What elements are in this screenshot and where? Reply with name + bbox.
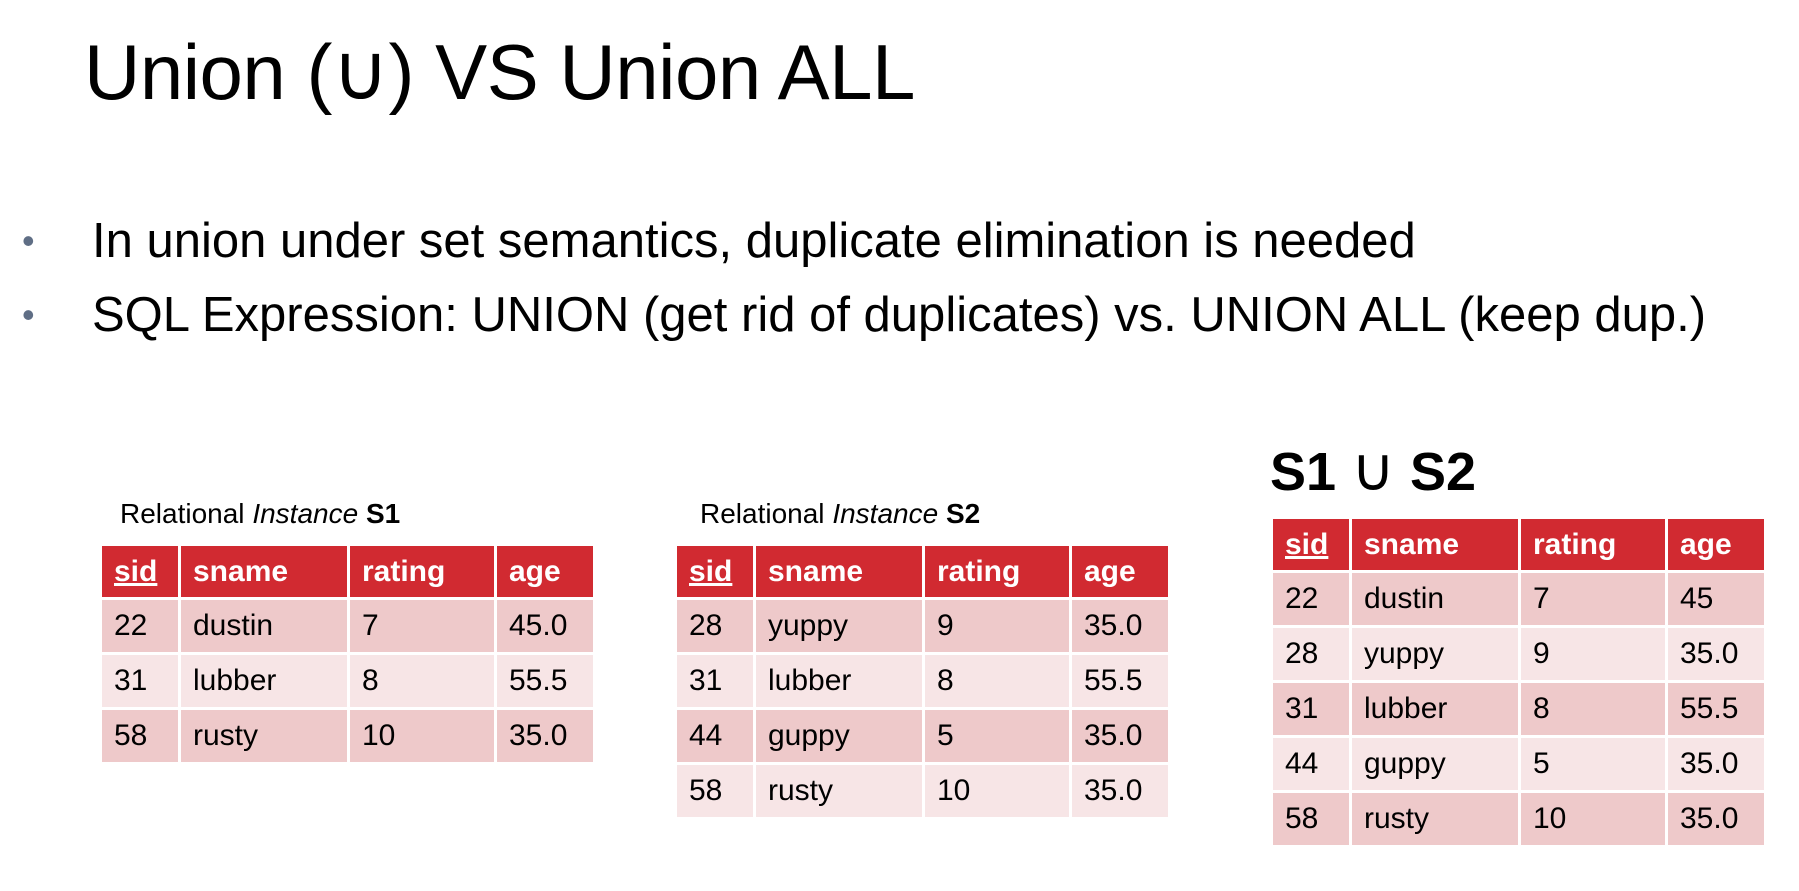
cell-sname: yuppy bbox=[1352, 628, 1518, 680]
column-header-sid: sid bbox=[1273, 519, 1349, 570]
column-header-sid: sid bbox=[102, 546, 178, 597]
cell-age: 55.5 bbox=[497, 655, 593, 707]
caption-prefix: Relational bbox=[700, 498, 833, 529]
column-header-age: age bbox=[1668, 519, 1764, 570]
union-title: S1 ∪ S2 bbox=[1270, 440, 1650, 503]
slide-title: Union (∪) VS Union ALL bbox=[84, 28, 915, 116]
table-row: 22 dustin 7 45.0 bbox=[102, 600, 593, 652]
cell-age: 45 bbox=[1668, 573, 1764, 625]
cell-sid: 28 bbox=[677, 600, 753, 652]
table-header-row: sid sname rating age bbox=[677, 546, 1168, 597]
cell-sname: rusty bbox=[1352, 793, 1518, 845]
column-header-sname: sname bbox=[756, 546, 922, 597]
table-row: 44 guppy 5 35.0 bbox=[1273, 738, 1764, 790]
cell-age: 35.0 bbox=[1072, 765, 1168, 817]
cell-sid: 31 bbox=[677, 655, 753, 707]
cell-rating: 5 bbox=[925, 710, 1069, 762]
cell-sid: 44 bbox=[1273, 738, 1349, 790]
cell-age: 45.0 bbox=[497, 600, 593, 652]
union-title-right: S2 bbox=[1394, 442, 1477, 502]
cell-sname: lubber bbox=[1352, 683, 1518, 735]
cell-sname: rusty bbox=[756, 765, 922, 817]
column-header-rating: rating bbox=[350, 546, 494, 597]
column-header-rating: rating bbox=[1521, 519, 1665, 570]
cell-age: 35.0 bbox=[1072, 710, 1168, 762]
column-header-rating: rating bbox=[925, 546, 1069, 597]
table-row: 31 lubber 8 55.5 bbox=[1273, 683, 1764, 735]
table-row: 31 lubber 8 55.5 bbox=[677, 655, 1168, 707]
column-header-sname: sname bbox=[181, 546, 347, 597]
cell-sid: 58 bbox=[1273, 793, 1349, 845]
cell-sid: 28 bbox=[1273, 628, 1349, 680]
bullet-dot-icon: • bbox=[22, 294, 35, 335]
cell-sid: 22 bbox=[102, 600, 178, 652]
cell-rating: 10 bbox=[350, 710, 494, 762]
cell-age: 35.0 bbox=[1668, 628, 1764, 680]
table-row: 44 guppy 5 35.0 bbox=[677, 710, 1168, 762]
cell-sname: guppy bbox=[756, 710, 922, 762]
cell-rating: 8 bbox=[925, 655, 1069, 707]
table-row: 58 rusty 10 35.0 bbox=[102, 710, 593, 762]
table-union: sid sname rating age 22 dustin 7 45 28 y… bbox=[1270, 516, 1767, 848]
cell-rating: 8 bbox=[350, 655, 494, 707]
union-title-left: S1 bbox=[1270, 442, 1352, 502]
cell-rating: 5 bbox=[1521, 738, 1665, 790]
caption-italic: Instance bbox=[832, 498, 939, 529]
table-row: 58 rusty 10 35.0 bbox=[677, 765, 1168, 817]
cell-sname: dustin bbox=[181, 600, 347, 652]
table-s2: sid sname rating age 28 yuppy 9 35.0 31 … bbox=[674, 543, 1171, 820]
cell-sid: 31 bbox=[102, 655, 178, 707]
table-s2-caption: Relational Instance S2 bbox=[700, 498, 980, 530]
cell-rating: 8 bbox=[1521, 683, 1665, 735]
cell-age: 35.0 bbox=[1668, 738, 1764, 790]
cell-sname: lubber bbox=[181, 655, 347, 707]
bullet-text: In union under set semantics, duplicate … bbox=[92, 214, 1416, 268]
cell-sid: 58 bbox=[102, 710, 178, 762]
column-header-age: age bbox=[497, 546, 593, 597]
cell-age: 35.0 bbox=[1668, 793, 1764, 845]
cell-age: 55.5 bbox=[1072, 655, 1168, 707]
table-row: 22 dustin 7 45 bbox=[1273, 573, 1764, 625]
cell-rating: 7 bbox=[1521, 573, 1665, 625]
cell-rating: 10 bbox=[1521, 793, 1665, 845]
column-header-sname: sname bbox=[1352, 519, 1518, 570]
caption-name: S1 bbox=[358, 498, 401, 529]
union-symbol: ∪ bbox=[1351, 436, 1395, 503]
cell-sname: rusty bbox=[181, 710, 347, 762]
table-row: 58 rusty 10 35.0 bbox=[1273, 793, 1764, 845]
table-header-row: sid sname rating age bbox=[1273, 519, 1764, 570]
caption-italic: Instance bbox=[252, 498, 359, 529]
cell-rating: 9 bbox=[925, 600, 1069, 652]
bullet-dot-icon: • bbox=[22, 220, 35, 261]
cell-age: 35.0 bbox=[1072, 600, 1168, 652]
table-header-row: sid sname rating age bbox=[102, 546, 593, 597]
cell-sid: 44 bbox=[677, 710, 753, 762]
bullet-text: SQL Expression: UNION (get rid of duplic… bbox=[92, 288, 1707, 342]
cell-age: 55.5 bbox=[1668, 683, 1764, 735]
cell-age: 35.0 bbox=[497, 710, 593, 762]
cell-sid: 58 bbox=[677, 765, 753, 817]
cell-rating: 9 bbox=[1521, 628, 1665, 680]
table-row: 28 yuppy 9 35.0 bbox=[677, 600, 1168, 652]
cell-rating: 10 bbox=[925, 765, 1069, 817]
cell-sname: yuppy bbox=[756, 600, 922, 652]
cell-sid: 31 bbox=[1273, 683, 1349, 735]
table-row: 28 yuppy 9 35.0 bbox=[1273, 628, 1764, 680]
column-header-sid: sid bbox=[677, 546, 753, 597]
caption-prefix: Relational bbox=[120, 498, 253, 529]
column-header-age: age bbox=[1072, 546, 1168, 597]
cell-sname: lubber bbox=[756, 655, 922, 707]
caption-name: S2 bbox=[938, 498, 981, 529]
cell-sname: guppy bbox=[1352, 738, 1518, 790]
table-s1: sid sname rating age 22 dustin 7 45.0 31… bbox=[99, 543, 596, 765]
cell-rating: 7 bbox=[350, 600, 494, 652]
table-s1-caption: Relational Instance S1 bbox=[120, 498, 400, 530]
cell-sid: 22 bbox=[1273, 573, 1349, 625]
cell-sname: dustin bbox=[1352, 573, 1518, 625]
table-row: 31 lubber 8 55.5 bbox=[102, 655, 593, 707]
